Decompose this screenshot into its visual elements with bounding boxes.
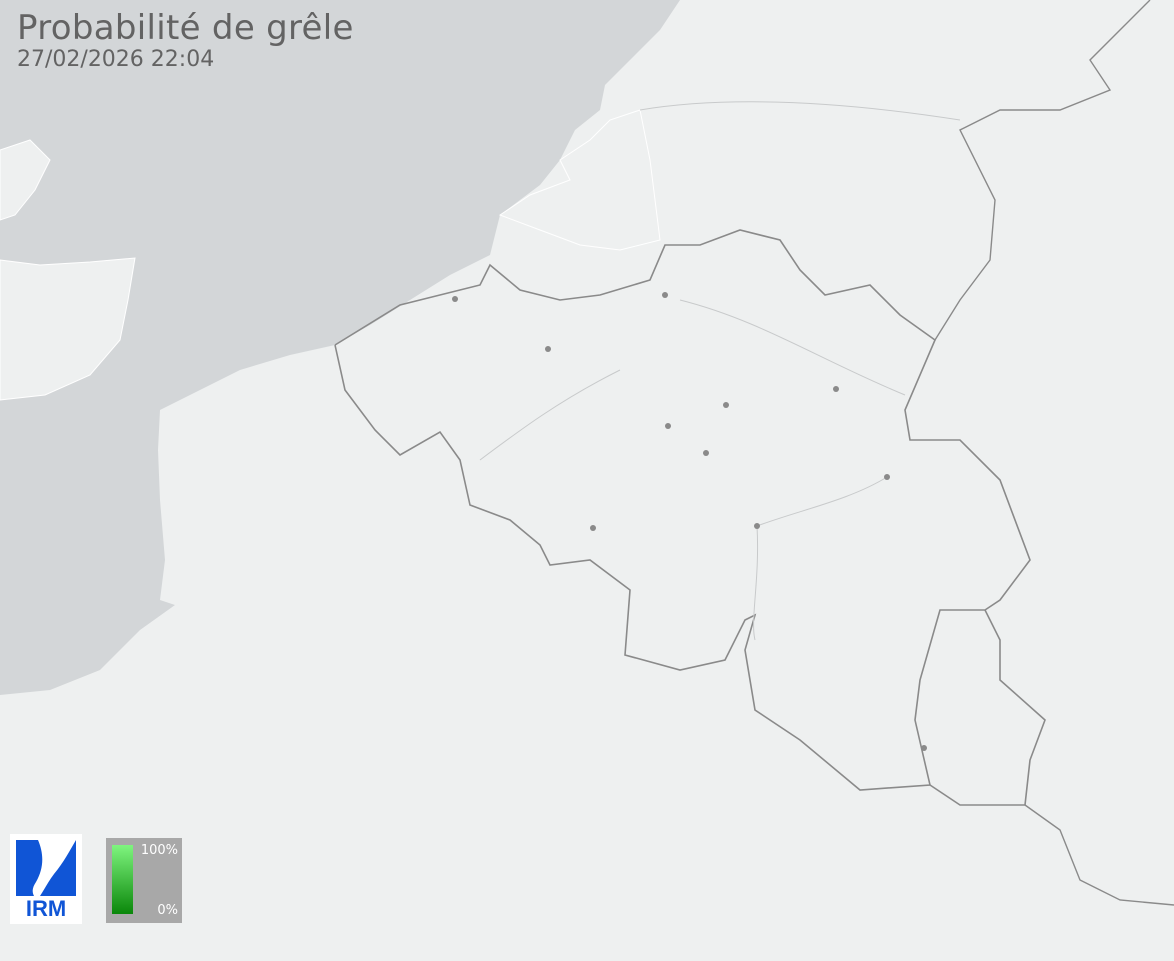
map-title: Probabilité de grêle (17, 8, 354, 48)
border-belgium (334, 229, 1031, 791)
city-marker (703, 450, 709, 456)
sea (0, 0, 680, 695)
irm-logo: IRM (10, 834, 82, 924)
city-marker (545, 346, 551, 352)
city-marker (723, 402, 729, 408)
legend-gradient-bar (112, 845, 133, 914)
probability-legend: 100% 0% (106, 838, 182, 923)
england-land-north (0, 139, 51, 221)
legend-max-label: 100% (140, 843, 178, 858)
border-luxembourg (929, 609, 1046, 806)
city-marker (921, 745, 927, 751)
border-germany-france (1024, 804, 1174, 906)
city-marker (590, 525, 596, 531)
city-marker (884, 474, 890, 480)
rivers (479, 101, 961, 641)
city-marker (833, 386, 839, 392)
city-markers (452, 292, 927, 751)
irm-logo-mark-icon (16, 840, 76, 896)
irm-logo-text: IRM (25, 896, 67, 921)
city-marker (754, 523, 760, 529)
city-marker (452, 296, 458, 302)
city-marker (665, 423, 671, 429)
city-marker (662, 292, 668, 298)
border-netherlands-germany (934, 0, 1151, 341)
legend-min-label: 0% (157, 903, 178, 918)
england-land (0, 257, 136, 401)
map-timestamp: 27/02/2026 22:04 (17, 47, 215, 72)
